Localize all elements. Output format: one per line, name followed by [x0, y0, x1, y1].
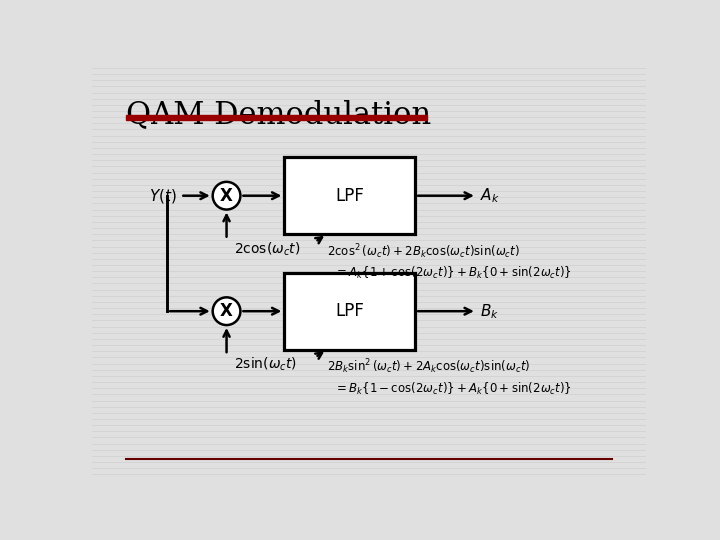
Text: $2\cos^2(\omega_c t)+2B_k\cos(\omega_c t)\sin(\omega_c t)$: $2\cos^2(\omega_c t)+2B_k\cos(\omega_c t…	[327, 242, 520, 261]
Text: $=B_k\{1-\cos(2\omega_c t)\}+A_k\{0+\sin(2\omega_c t)\}$: $=B_k\{1-\cos(2\omega_c t)\}+A_k\{0+\sin…	[334, 381, 572, 396]
Bar	[284, 273, 415, 350]
Text: QAM Demodulation: QAM Demodulation	[127, 99, 432, 131]
Text: LPF: LPF	[336, 187, 364, 205]
Circle shape	[212, 298, 240, 325]
Text: X: X	[220, 302, 233, 320]
Text: $B_k$: $B_k$	[480, 302, 499, 321]
Text: $2\cos(\omega_c t)$: $2\cos(\omega_c t)$	[234, 240, 301, 258]
Text: $=A_k\{1+\cos(2\omega_c t)\}+B_k\{0+\sin(2\omega_c t)\}$: $=A_k\{1+\cos(2\omega_c t)\}+B_k\{0+\sin…	[334, 265, 572, 281]
Text: LPF: LPF	[336, 302, 364, 320]
Text: $Y(t)$: $Y(t)$	[148, 187, 176, 205]
Text: $2B_k\sin^2(\omega_c t)+2A_k\cos(\omega_c t)\sin(\omega_c t)$: $2B_k\sin^2(\omega_c t)+2A_k\cos(\omega_…	[327, 357, 530, 376]
Bar	[127, 115, 427, 120]
Text: X: X	[220, 187, 233, 205]
Bar	[284, 157, 415, 234]
Circle shape	[212, 182, 240, 210]
Text: $A_k$: $A_k$	[480, 186, 500, 205]
Text: $2\sin(\omega_c t)$: $2\sin(\omega_c t)$	[234, 356, 297, 373]
